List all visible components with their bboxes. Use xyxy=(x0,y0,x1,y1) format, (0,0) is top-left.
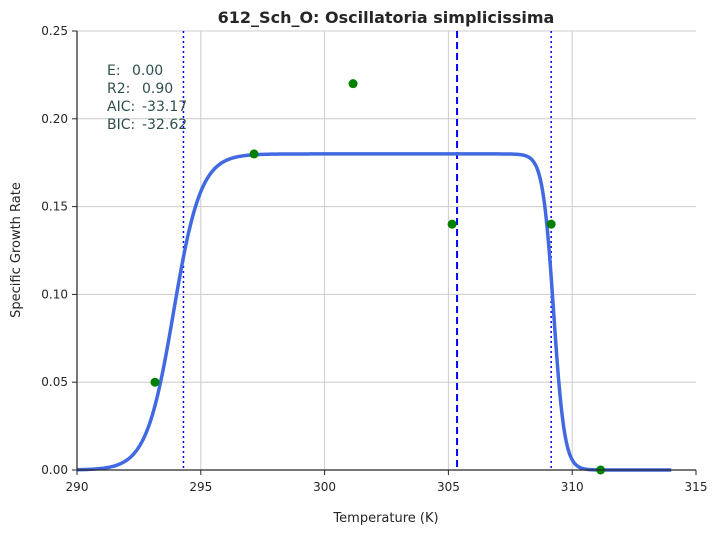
fit-curve-layer xyxy=(76,152,672,472)
x-tick-label-2: 300 xyxy=(313,480,336,494)
x-tick-label-5: 315 xyxy=(685,480,708,494)
stat-value-aic: -33.17 xyxy=(142,99,187,115)
data-point-1 xyxy=(249,149,259,159)
fit-statistics: E: 0.00 R2: 0.90 AIC: -33.17 BIC: -32.62 xyxy=(107,63,187,133)
reference-lines xyxy=(182,31,552,470)
y-tick-label-0: 0.00 xyxy=(41,463,68,477)
y-tick-label-1: 0.05 xyxy=(41,375,68,389)
stat-label-bic: BIC: xyxy=(107,117,135,133)
tick-labels: 290 295 300 305 310 315 0.00 0.05 0.10 0.15 0.20 0.… xyxy=(41,24,707,494)
axes xyxy=(76,31,696,471)
data-point-4 xyxy=(546,219,556,229)
x-tick-label-1: 295 xyxy=(189,480,212,494)
fit-curve xyxy=(76,152,672,472)
x-axis-label: Temperature (K) xyxy=(332,511,438,526)
x-tick-label-0: 290 xyxy=(66,480,89,494)
data-point-2 xyxy=(348,79,358,89)
y-tick-label-4: 0.20 xyxy=(41,112,68,126)
data-point-0 xyxy=(150,377,160,387)
grid xyxy=(77,30,696,470)
y-axis-label: Specific Growth Rate xyxy=(9,182,24,318)
data-points xyxy=(150,79,606,475)
stat-value-r2: 0.90 xyxy=(142,81,173,97)
x-tick-label-3: 305 xyxy=(437,480,460,494)
stat-value-bic: -32.62 xyxy=(142,117,187,133)
y-tick-label-5: 0.25 xyxy=(41,24,68,38)
data-point-3 xyxy=(447,219,457,229)
stat-value-e: 0.00 xyxy=(132,63,163,79)
y-tick-label-2: 0.10 xyxy=(41,287,68,301)
stat-label-aic: AIC: xyxy=(107,99,135,115)
x-tick-label-4: 310 xyxy=(561,480,584,494)
stat-label-e: E: xyxy=(107,63,121,79)
chart-title: 612_Sch_O: Oscillatoria simplicissima xyxy=(218,8,555,27)
stat-label-r2: R2: xyxy=(107,81,130,97)
y-tick-label-3: 0.15 xyxy=(41,200,68,214)
